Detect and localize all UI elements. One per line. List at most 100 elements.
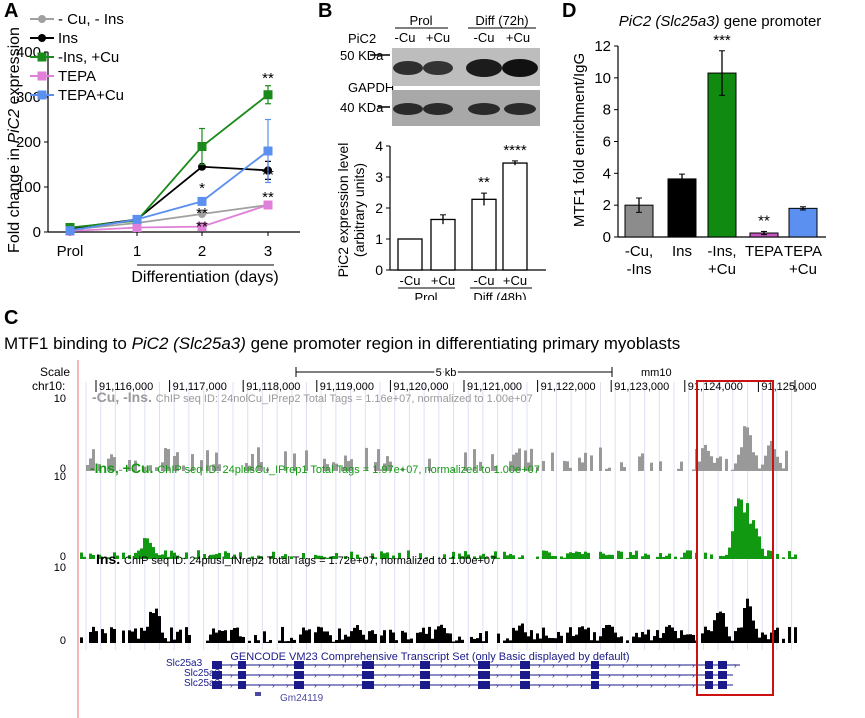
signal-bar xyxy=(518,625,521,643)
signal-bar xyxy=(338,628,341,643)
exon xyxy=(705,661,713,669)
signal-bar xyxy=(740,627,743,643)
signal-bar xyxy=(551,452,554,471)
signal-bar xyxy=(257,447,260,471)
y-tick-label: 4 xyxy=(375,138,383,154)
signal-bar xyxy=(332,462,335,471)
exon xyxy=(591,681,599,689)
strand-arrow: › xyxy=(342,671,345,680)
strand-arrow: › xyxy=(650,661,653,670)
y-tick-label: 0 xyxy=(603,229,611,246)
strand-arrow: › xyxy=(664,671,667,680)
track-info: ChIP seq ID: 24nolCu_IPrep2 Total Tags =… xyxy=(156,393,533,405)
signal-bar xyxy=(170,550,173,559)
signal-bar xyxy=(350,551,353,559)
signal-bar xyxy=(770,632,773,643)
signal-bar xyxy=(173,552,176,559)
signal-bar xyxy=(692,634,695,643)
signal-bar xyxy=(683,634,686,643)
x-tick-label: TEPA xyxy=(745,243,783,260)
group-label-diff: Diff (48h) xyxy=(473,290,526,300)
signal-bar xyxy=(560,556,563,559)
y-tick-label: 8 xyxy=(603,102,611,119)
signal-bar xyxy=(302,552,305,559)
signal-bar xyxy=(470,636,473,643)
signal-bar xyxy=(758,637,761,643)
track-name: -Cu, -Ins. xyxy=(92,389,156,405)
signal-bar xyxy=(386,456,389,471)
signal-bar xyxy=(764,634,767,643)
ruler-label: 91,116,000 xyxy=(99,381,153,393)
signal-bar xyxy=(323,458,326,471)
signal-bar xyxy=(686,550,689,559)
panel-d-title: PiC2 (Slc25a3) gene promoter xyxy=(619,13,822,30)
signal-bar xyxy=(320,555,323,559)
y-tick-label: 3 xyxy=(375,169,383,185)
signal-bar xyxy=(773,630,776,643)
series-line-2 xyxy=(69,94,269,229)
x-tick-label: -Cu xyxy=(474,273,495,288)
bar-3 xyxy=(502,162,528,271)
signal-bar xyxy=(626,640,629,643)
signal-bar xyxy=(665,555,668,559)
signal-bar xyxy=(608,467,611,471)
signal-bar xyxy=(656,630,659,643)
x-tick-label: -Ins, xyxy=(707,243,736,260)
signal-bar xyxy=(293,639,296,643)
signal-bar xyxy=(731,640,734,643)
signal-bar xyxy=(749,435,752,471)
signal-bar xyxy=(542,461,545,471)
signal-bar xyxy=(365,639,368,643)
signal-bar xyxy=(566,553,569,559)
signal-bar xyxy=(740,447,743,471)
x-tick-label: +Cu xyxy=(708,261,736,278)
strand-arrow: › xyxy=(566,661,569,670)
signal-bar xyxy=(707,450,710,471)
signal-bar xyxy=(635,550,638,559)
x-tick-label: Prol xyxy=(57,243,84,260)
signal-bar xyxy=(557,631,560,643)
signal-bar xyxy=(608,554,611,559)
signal-bar xyxy=(206,450,209,471)
signal-bar xyxy=(590,640,593,643)
signal-bar xyxy=(605,625,608,643)
signal-bar xyxy=(752,452,755,471)
ruler-label: 91,117,000 xyxy=(173,381,227,393)
signal-bar xyxy=(422,627,425,643)
signal-bar xyxy=(224,551,227,559)
signal-bar xyxy=(269,556,272,559)
signal-bar xyxy=(263,631,266,643)
signal-bar xyxy=(587,627,590,643)
signal-bar xyxy=(620,636,623,643)
panel-b-ylabel-1: PiC2 expression level xyxy=(335,143,351,278)
signal-bar xyxy=(113,552,116,559)
signal-bar xyxy=(740,499,743,559)
signal-bar xyxy=(407,550,410,559)
signal-bar xyxy=(761,464,764,471)
strand-arrow: › xyxy=(510,661,513,670)
signal-bar xyxy=(380,635,383,643)
signal-bar xyxy=(545,635,548,643)
signal-bar xyxy=(485,557,488,559)
strand-arrow: › xyxy=(286,671,289,680)
blot-band xyxy=(393,103,423,115)
strand-arrow: › xyxy=(272,681,275,690)
bar-2 xyxy=(471,198,497,271)
signal-bar xyxy=(290,556,293,559)
exon xyxy=(718,671,727,679)
signal-bar xyxy=(359,557,362,559)
signal-bar xyxy=(278,640,281,643)
signal-bar xyxy=(746,427,749,471)
legend-marker xyxy=(38,15,46,23)
signal-bar xyxy=(248,557,251,559)
blot-lane-1: -Cu xyxy=(395,30,416,45)
strand-arrow: › xyxy=(258,661,261,670)
series-line-0 xyxy=(69,204,269,231)
signal-bar xyxy=(374,557,377,559)
strand-arrow: › xyxy=(342,661,345,670)
exon xyxy=(212,681,222,689)
strand-arrow: › xyxy=(552,681,555,690)
signal-bar xyxy=(173,456,176,471)
signal-bar xyxy=(617,550,620,559)
signal-bar xyxy=(116,555,119,559)
